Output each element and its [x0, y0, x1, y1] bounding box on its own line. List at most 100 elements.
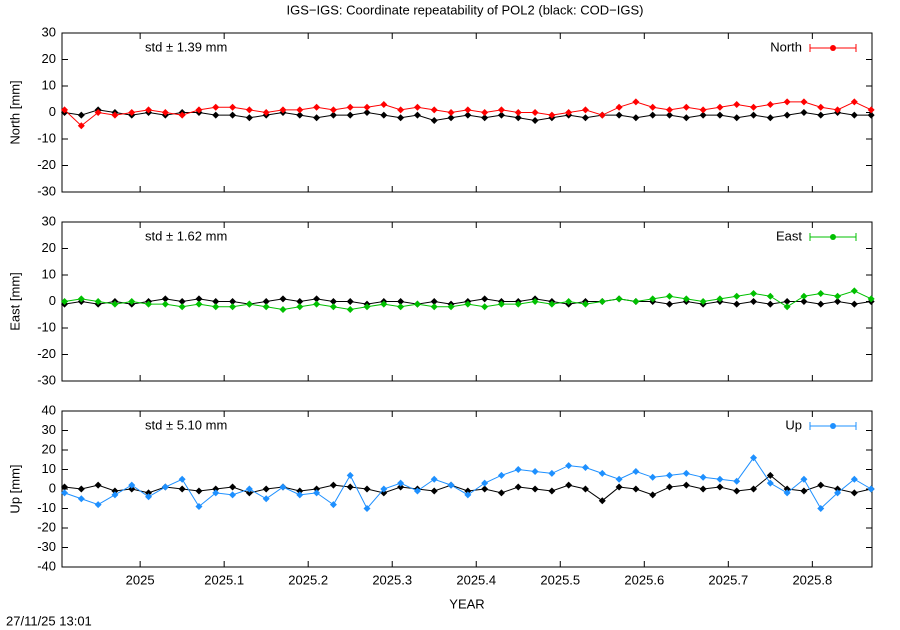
data-point [329, 106, 337, 114]
data-point [212, 489, 220, 497]
data-point [598, 497, 606, 505]
data-point [430, 106, 438, 114]
data-point [481, 114, 489, 122]
data-point [666, 111, 673, 119]
data-point [733, 101, 741, 109]
data-point [161, 300, 169, 308]
data-point [195, 106, 203, 114]
x-tick-label: 2025.3 [372, 572, 412, 587]
data-point [783, 489, 791, 497]
data-point [514, 114, 522, 122]
y-tick-label: -10 [37, 500, 56, 515]
data-point [111, 111, 119, 119]
data-point [397, 303, 405, 311]
data-point [145, 493, 153, 501]
data-point [750, 454, 758, 462]
data-point [195, 503, 203, 511]
data-point [279, 305, 287, 313]
data-point [497, 106, 505, 114]
data-point [329, 303, 337, 311]
legend-marker [830, 234, 836, 240]
data-point [229, 111, 237, 119]
data-point [615, 111, 623, 119]
data-point [565, 298, 573, 305]
y-tick-label: 40 [42, 402, 56, 417]
data-point [733, 487, 741, 495]
data-point [867, 485, 875, 493]
data-point [363, 103, 371, 111]
data-point [346, 471, 354, 479]
data-point [128, 298, 136, 305]
data-point [750, 485, 758, 493]
data-point [598, 469, 606, 477]
data-point [733, 292, 741, 300]
y-axis-title: East [mm] [7, 272, 22, 331]
data-point [397, 114, 405, 122]
data-point [733, 477, 741, 485]
data-point [850, 98, 858, 106]
data-point [346, 483, 354, 491]
data-point [850, 300, 858, 308]
data-point [766, 292, 774, 300]
data-point [817, 505, 825, 512]
data-point [716, 483, 724, 491]
data-point [867, 111, 875, 119]
data-point [682, 469, 690, 477]
data-point [262, 495, 270, 503]
data-point [212, 111, 220, 119]
data-point [531, 116, 539, 124]
data-point [817, 111, 825, 119]
y-tick-label: 20 [42, 51, 56, 66]
y-tick-label: -10 [37, 130, 56, 145]
data-point [615, 295, 623, 303]
data-point [346, 298, 354, 305]
y-tick-label: -30 [37, 372, 56, 387]
data-point [649, 111, 657, 119]
data-point [867, 295, 875, 303]
data-point [178, 485, 186, 493]
x-tick-label: 2025 [126, 572, 155, 587]
data-point [750, 103, 758, 111]
data-point [380, 111, 388, 119]
data-point [497, 300, 505, 308]
data-point [161, 483, 169, 491]
data-point [413, 103, 421, 111]
data-point [666, 106, 673, 114]
data-point [783, 111, 791, 119]
chart-title: IGS−IGS: Coordinate repeatability of POL… [287, 2, 644, 17]
data-point [212, 298, 220, 305]
data-point [548, 487, 556, 495]
data-point [363, 109, 371, 116]
data-point [145, 300, 153, 308]
data-point [750, 111, 758, 119]
data-point [128, 481, 136, 489]
data-point [682, 114, 690, 122]
data-point [834, 489, 842, 497]
data-point [699, 106, 707, 114]
data-point [413, 300, 421, 308]
data-point [464, 487, 472, 495]
y-tick-label: 0 [49, 480, 56, 495]
data-point [397, 483, 405, 491]
data-point [666, 300, 673, 308]
data-point [94, 109, 102, 116]
data-point [699, 111, 707, 119]
data-point [111, 300, 119, 308]
legend-label: North [770, 39, 802, 54]
data-point [145, 106, 153, 114]
legend-marker [830, 423, 836, 429]
y-tick-label: -40 [37, 558, 56, 573]
y-tick-label: 30 [42, 213, 56, 228]
x-tick-label: 2025.1 [204, 572, 244, 587]
y-tick-label: -20 [37, 346, 56, 361]
data-point [800, 298, 808, 305]
data-point [481, 485, 489, 493]
data-point [313, 485, 321, 493]
data-point [531, 298, 539, 305]
data-point [464, 300, 472, 308]
data-point [834, 292, 842, 300]
data-point [581, 114, 589, 122]
data-point [111, 487, 119, 495]
data-point [430, 298, 438, 305]
